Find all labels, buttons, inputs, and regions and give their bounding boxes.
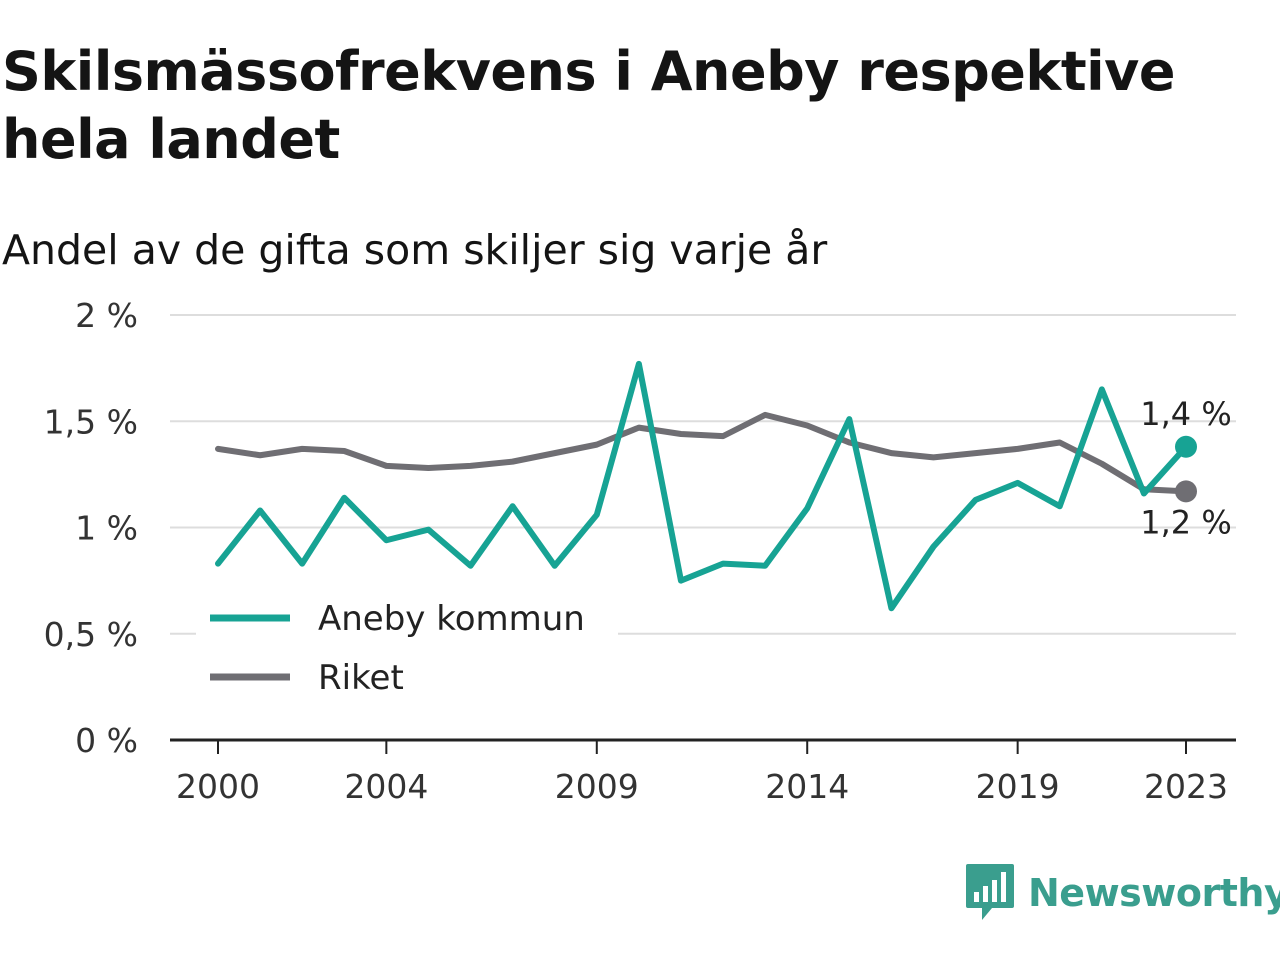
legend-label-aneby-kommun: Aneby kommun <box>318 599 585 639</box>
y-tick-label: 0 % <box>75 721 138 760</box>
newsworthy-logo-icon <box>966 864 1014 920</box>
end-labels: 1,4 % 1,2 % <box>1140 395 1231 542</box>
y-tick-label: 2 % <box>75 296 138 335</box>
y-tick-label: 0,5 % <box>44 615 138 654</box>
newsworthy-logo[interactable]: Newsworthy <box>964 862 1280 924</box>
x-tick-label: 2000 <box>176 767 260 806</box>
x-tick-label: 2004 <box>344 767 428 806</box>
series-line-riket <box>215 411 1189 495</box>
chart-subtitle: Andel av de gifta som skiljer sig varje … <box>2 226 828 274</box>
x-axis: 2000 2004 2009 2014 2019 2023 <box>170 738 1236 806</box>
end-label-aneby: 1,4 % <box>1140 395 1231 433</box>
chart-title: Skilsmässofrekvens i Aneby respektive he… <box>2 40 1175 171</box>
x-tick-label: 2009 <box>555 767 639 806</box>
end-point-aneby-kommun <box>1175 435 1197 458</box>
series-line-aneby-kommun <box>215 360 1189 612</box>
series-lines <box>215 360 1197 612</box>
x-tick-label: 2014 <box>765 767 849 806</box>
y-tick-label: 1 % <box>75 509 138 548</box>
legend: Aneby kommun Riket <box>196 590 618 708</box>
end-label-riket: 1,2 % <box>1140 503 1231 541</box>
legend-label-riket: Riket <box>318 658 404 698</box>
x-tick-label: 2019 <box>976 767 1060 806</box>
y-tick-label: 1,5 % <box>44 402 138 441</box>
legend-background <box>196 590 618 708</box>
gridlines <box>170 314 1236 635</box>
end-point-riket <box>1175 480 1197 503</box>
brand-name: Newsworthy <box>1028 871 1280 915</box>
x-tick-label: 2023 <box>1144 767 1228 806</box>
y-axis: 0 % 0,5 % 1 % 1,5 % 2 % <box>44 296 138 760</box>
